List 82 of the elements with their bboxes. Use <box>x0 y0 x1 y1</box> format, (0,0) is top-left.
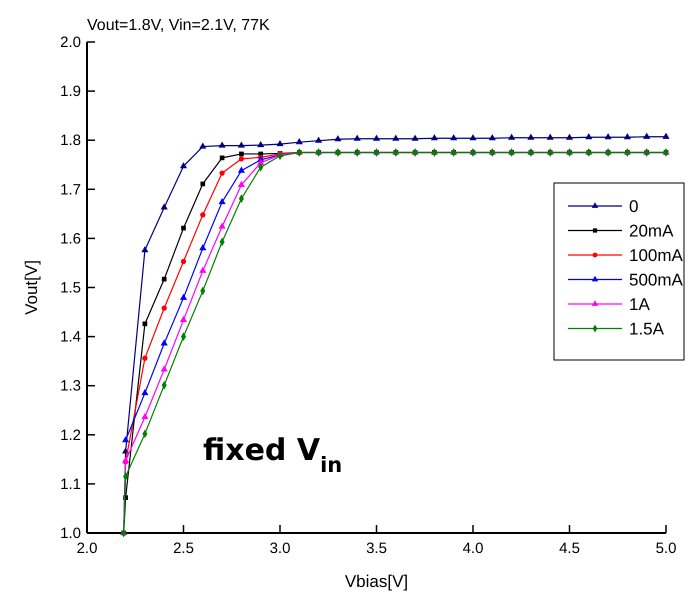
point <box>488 134 496 140</box>
annotation: fixed V$_{in}$ <box>203 433 342 477</box>
point <box>162 276 167 282</box>
point <box>566 134 574 140</box>
y-tick-label: 1.8 <box>60 132 81 150</box>
point <box>180 258 186 264</box>
point <box>412 134 419 141</box>
point <box>527 134 534 140</box>
legend-label: 500mA <box>629 270 684 290</box>
y-tick-label: 1.9 <box>60 83 81 100</box>
point <box>218 198 226 204</box>
y-tick-label: 1.0 <box>60 525 81 542</box>
point <box>354 134 361 141</box>
x-tick-label: 2.0 <box>76 540 98 557</box>
point <box>239 152 244 156</box>
x-tick-label: 3.5 <box>366 540 387 557</box>
point <box>430 134 438 140</box>
point <box>276 140 284 146</box>
point <box>122 436 130 442</box>
point <box>624 133 631 140</box>
point <box>392 134 400 141</box>
x-tick-label: 3.0 <box>270 540 290 557</box>
point <box>450 134 458 140</box>
point <box>200 212 206 218</box>
x-tick-label: 5.0 <box>656 540 676 557</box>
y-tick-label: 1.5 <box>60 280 81 296</box>
point <box>141 413 148 420</box>
y-tick-label: 1.6 <box>60 230 81 248</box>
point <box>315 136 322 143</box>
point <box>181 226 186 230</box>
y-tick-label: 1.1 <box>60 476 81 493</box>
chart-title: Vout=1.8V, Vin=2.1V, 77K <box>87 17 270 34</box>
point <box>142 356 148 361</box>
point <box>199 266 206 273</box>
legend-label: 20mA <box>629 222 674 240</box>
point <box>604 133 612 140</box>
point <box>296 138 303 144</box>
point <box>218 141 226 148</box>
point <box>469 134 477 140</box>
point <box>142 321 148 326</box>
y-tick-label: 1.2 <box>60 426 81 444</box>
y-tick-label: 1.4 <box>60 328 81 346</box>
legend-label: 1A <box>629 295 650 314</box>
point <box>372 134 380 141</box>
x-tick-label: 4.0 <box>462 540 484 557</box>
y-axis-title: Vout[V] <box>22 260 41 315</box>
legend-label: 0 <box>629 197 638 216</box>
point <box>199 244 206 250</box>
y-tick-label: 1.3 <box>60 378 81 395</box>
point <box>160 203 168 210</box>
point <box>220 156 224 160</box>
y-tick-label: 1.7 <box>60 181 81 198</box>
legend-label: 1.5A <box>629 320 665 338</box>
y-tick-label: 2.0 <box>60 34 81 51</box>
point <box>585 133 592 140</box>
point <box>508 134 516 140</box>
point <box>199 142 206 149</box>
x-axis-title: Vbias[V] <box>344 572 408 591</box>
point <box>219 170 225 176</box>
point <box>162 305 167 311</box>
point <box>238 166 245 173</box>
point <box>238 141 245 148</box>
point <box>200 182 206 186</box>
x-tick-label: 2.5 <box>173 540 194 557</box>
point <box>238 156 244 162</box>
point <box>141 246 148 252</box>
point <box>180 294 188 300</box>
point <box>122 456 130 463</box>
point <box>218 222 226 229</box>
point <box>238 180 245 187</box>
point <box>662 132 670 139</box>
point <box>257 140 264 148</box>
point <box>160 365 168 372</box>
point <box>643 132 650 139</box>
x-tick-label: 4.5 <box>559 540 580 557</box>
point <box>334 135 342 142</box>
point <box>180 162 188 168</box>
point <box>180 316 188 322</box>
point <box>160 339 168 346</box>
point <box>141 388 148 396</box>
point <box>546 134 554 140</box>
legend-label: 100mA <box>629 246 684 265</box>
